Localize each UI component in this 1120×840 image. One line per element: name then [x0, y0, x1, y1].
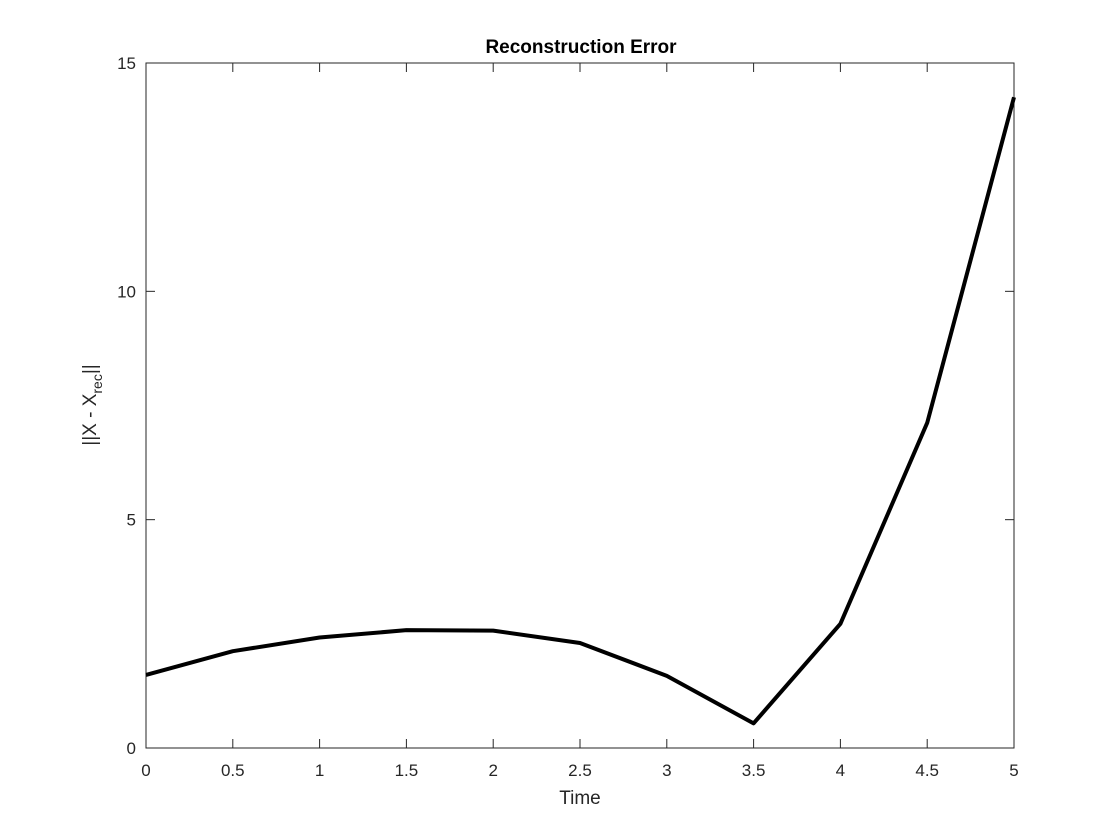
y-tick-label-1: 5	[127, 511, 136, 530]
x-tick-label-2: 1	[315, 761, 324, 780]
x-tick-label-8: 4	[836, 761, 845, 780]
y-tick-labels: 0 5 10 15	[117, 54, 136, 758]
x-tick-label-10: 5	[1009, 761, 1018, 780]
x-tick-label-1: 0.5	[221, 761, 245, 780]
x-tick-label-6: 3	[662, 761, 671, 780]
x-tick-label-4: 2	[488, 761, 497, 780]
x-tick-label-0: 0	[141, 761, 150, 780]
y-axis-label-subscript: rec	[89, 374, 105, 393]
chart-title: Reconstruction Error	[485, 37, 677, 58]
x-tick-label-7: 3.5	[742, 761, 766, 780]
y-axis-label-suffix: ||	[80, 364, 101, 374]
y-axis-label: ||X - Xrec||	[80, 364, 105, 445]
axis-ticks	[145, 62, 1015, 749]
x-tick-label-3: 1.5	[395, 761, 419, 780]
plot-area	[145, 62, 1015, 749]
x-tick-label-9: 4.5	[915, 761, 939, 780]
y-tick-label-2: 10	[117, 282, 136, 301]
y-tick-label-0: 0	[127, 739, 136, 758]
y-tick-label-3: 15	[117, 54, 136, 73]
series-group	[145, 96, 1016, 726]
x-tick-labels: 0 0.5 1 1.5 2 2.5 3 3.5 4 4.5 5	[141, 761, 1018, 780]
y-axis-label-main: ||X - X	[80, 393, 101, 445]
x-axis-label: Time	[559, 788, 601, 809]
x-tick-label-5: 2.5	[568, 761, 592, 780]
